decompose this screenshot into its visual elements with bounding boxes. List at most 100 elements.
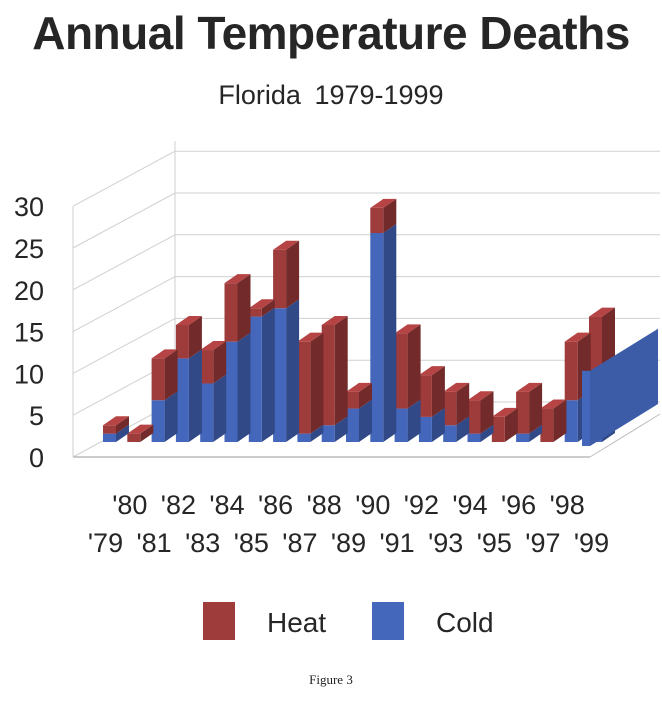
x-tick-label: '95 [477, 528, 512, 558]
bar-cold-side [359, 399, 372, 442]
bar-front-block [582, 328, 658, 446]
chart-title: Annual Temperature Deaths [32, 7, 630, 59]
bar-cold [103, 424, 129, 442]
bar-cold [321, 416, 348, 442]
bar-cold-front [394, 408, 408, 442]
bar-heat-top [248, 299, 275, 309]
legend-swatch-heat [203, 602, 235, 640]
grid-line-side [72, 317, 176, 374]
x-tick-label: '86 [258, 490, 293, 520]
bar-heat-front [248, 308, 262, 317]
bar-heat-top [540, 399, 567, 409]
y-tick-label: 25 [14, 234, 44, 264]
bar-heat-top [467, 391, 494, 401]
figure-caption: Figure 3 [309, 672, 353, 687]
bar-cold [297, 424, 324, 442]
bar-cold-front [346, 408, 359, 442]
bar-cold-front [103, 433, 116, 442]
bar-heat-front [175, 324, 189, 359]
bar-heat-front [151, 358, 165, 401]
bar-cold [224, 332, 251, 442]
bar-heat-front [103, 425, 116, 434]
bar-cold [151, 391, 178, 442]
bar-heat-front [273, 249, 287, 309]
bar-heat-top [346, 382, 372, 392]
bar-heat-side [359, 382, 372, 409]
bar-heat-top [200, 341, 227, 351]
bar-heat [418, 366, 445, 417]
bar-heat [321, 315, 348, 426]
y-tick-label: 30 [14, 192, 44, 222]
bar-cold-front [248, 316, 262, 442]
bar-cold-front [564, 400, 578, 442]
bar-heat-front [516, 391, 530, 434]
bar-cold-front [224, 341, 238, 442]
bar-cold [273, 299, 300, 442]
bar-heat-top [321, 315, 348, 325]
bar-cold [346, 399, 372, 442]
bar-heat-top [370, 198, 397, 208]
x-tick-label: '99 [574, 528, 609, 558]
bar-cold-front [151, 400, 165, 442]
chart-subtitle: Florida 1979-1999 [218, 80, 444, 110]
bar-cold-side [310, 424, 324, 442]
bar-heat-front [418, 375, 432, 417]
x-tick-label: '82 [161, 490, 196, 520]
bar-cold-side [407, 399, 421, 442]
bar-heat-top [297, 332, 324, 342]
bar-cold-front [443, 425, 457, 442]
bar-heat [175, 315, 202, 359]
bar-heat [127, 424, 154, 442]
x-tick-label: '85 [234, 528, 269, 558]
bar-heat-front [443, 391, 457, 426]
bar-cold-side [383, 224, 397, 442]
bar-cold-front [175, 358, 189, 442]
bar-heat-front [491, 416, 505, 442]
x-tick-label: '81 [137, 528, 172, 558]
bar-cold-front [370, 233, 384, 442]
bar-cold [443, 416, 470, 442]
bar-heat-top [443, 382, 470, 392]
bar-heat-front [321, 324, 335, 426]
bar-heat-front [297, 341, 311, 434]
bar-heat-side [261, 299, 275, 317]
bar-cold-side [237, 332, 251, 442]
bar-heat-front [394, 333, 408, 409]
legend-label-heat: Heat [267, 607, 326, 638]
bar-heat-top [394, 324, 421, 334]
bar-heat [443, 382, 470, 426]
bar-heat-side [383, 198, 397, 233]
bar-cold-front [297, 433, 311, 442]
legend-swatch-cold [372, 602, 404, 640]
x-tick-label: '83 [185, 528, 220, 558]
bar-heat [491, 407, 518, 442]
bar-heat [200, 341, 227, 384]
bar-heat [297, 332, 324, 434]
bar-front-block-face [582, 370, 590, 446]
x-tick-label: '89 [331, 528, 366, 558]
x-axis-ticks: '79 '80 '81 '82 '83 '84 '85 '86 '87 '88 '89 '90 '91 '… [88, 490, 609, 558]
legend-label-cold: Cold [436, 607, 494, 638]
bar-heat-top [418, 366, 445, 376]
bar-cold-front [273, 308, 287, 442]
bar-heat-top [224, 274, 251, 284]
x-tick-label: '92 [404, 490, 439, 520]
bar-heat-top [491, 407, 518, 417]
x-tick-label: '98 [550, 490, 585, 520]
bar-heat-side [188, 315, 202, 359]
x-tick-label: '88 [307, 490, 342, 520]
bar-heat-side [480, 391, 494, 434]
bar-heat-front [346, 391, 359, 409]
grid-line-side [72, 150, 176, 207]
x-tick-label: '87 [282, 528, 317, 558]
floor-right-edge [589, 413, 661, 458]
bar-cold-side [188, 349, 202, 442]
bar-heat [370, 198, 397, 233]
grid-line-side [72, 276, 176, 333]
x-tick-label: '97 [525, 528, 560, 558]
y-tick-label: 0 [29, 443, 44, 473]
bar-heat-top [103, 416, 129, 426]
bar-heat [516, 382, 543, 434]
bar-cold-side [116, 424, 129, 442]
